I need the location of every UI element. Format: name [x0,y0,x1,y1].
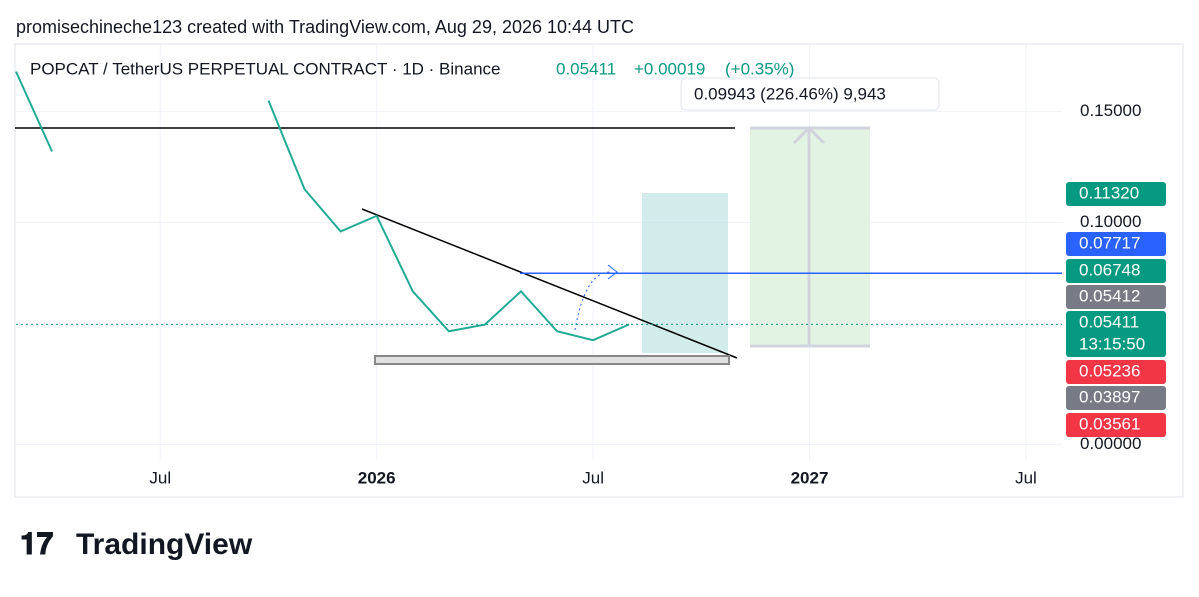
logo-mark: 𝟏𝟕 [20,528,54,561]
price-label-box [1066,360,1166,384]
projection [574,271,611,331]
projection-arrow [607,264,618,280]
logo: TradingView [76,528,253,561]
price-label: 0.03561 [1079,414,1140,433]
change-pct: (+0.35%) [725,59,794,78]
credit: promisechineche123 created with TradingV… [16,17,634,37]
symbol: POPCAT / TetherUS PERPETUAL CONTRACT · 1… [30,59,500,78]
price-label-box [1066,285,1166,309]
price-label-box [1066,311,1166,357]
change: +0.00019 [634,59,705,78]
price-label-box [1066,386,1166,410]
price-label: 0.03897 [1079,387,1140,406]
measure-label: 0.09943 (226.46%) 9,943 [694,84,886,103]
price-label: 0.05411 [1079,312,1139,331]
price-label: 0.05412 [1079,286,1140,305]
x-tick-label: Jul [149,468,171,487]
price-label: 0.07717 [1079,233,1140,252]
price-label: 0.05236 [1079,361,1140,380]
tooltip [680,77,940,111]
drawings [15,125,870,365]
x-tick-label: Jul [1015,468,1037,487]
support-box [374,355,730,365]
price-label: 0.06748 [1079,260,1140,279]
y-tick-label: 0.00000 [1080,434,1141,453]
price-label-box [1066,413,1166,437]
price-label-box [1066,182,1166,206]
y-tick-label: 0.10000 [1080,212,1141,231]
price-label-box [1066,232,1166,256]
price-label-box [1066,259,1166,283]
trend-line [361,208,738,359]
countdown: 13:15:50 [1079,334,1145,353]
last-price: 0.05411 [556,59,616,78]
y-tick-label: 0.15000 [1080,101,1141,120]
x-tick-label: 2027 [791,468,829,487]
price-line [15,71,630,342]
frame [14,43,1184,498]
x-tick-label: 2026 [358,468,396,487]
x-tick-label: Jul [582,468,604,487]
price-label: 0.11320 [1079,183,1139,202]
